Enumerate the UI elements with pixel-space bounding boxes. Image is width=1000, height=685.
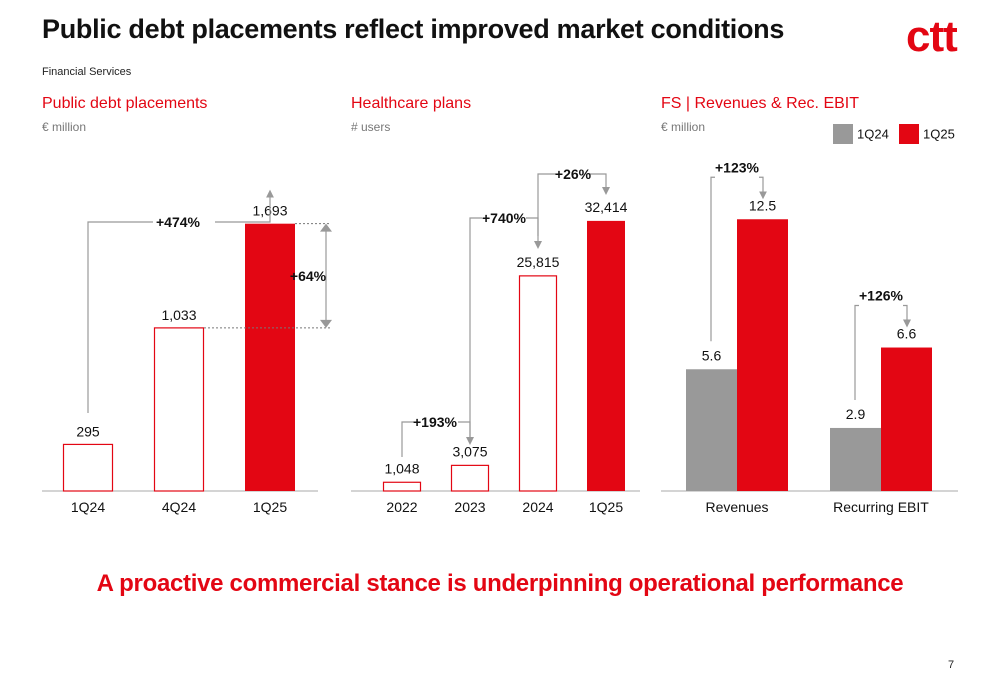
legend-label-1q24: 1Q24: [857, 126, 889, 142]
connector-740-right: [526, 217, 542, 249]
annotation-193: +193%: [413, 414, 458, 430]
bar-4q24: [153, 327, 205, 492]
value-label-recurring-ebit-1q25: 6.6: [897, 326, 917, 342]
connector-474-left: [87, 221, 153, 413]
tagline: A proactive commercial stance is underpi…: [96, 570, 904, 597]
bar-recurring-ebit-1q25: [881, 347, 932, 491]
page-number: 7: [948, 659, 955, 671]
page-title: Public debt placements reflect improved …: [42, 14, 785, 44]
tick-label-4q24: 4Q24: [162, 499, 196, 515]
connector-740-left: [469, 217, 482, 438]
chart3-title: FS | Revenues & Rec. EBIT: [661, 95, 860, 112]
legend-item-1q24: 1Q24: [833, 124, 889, 144]
chart2-unit: # users: [351, 120, 391, 134]
connector-193-left: [401, 421, 414, 457]
delta-arrow-down: [320, 319, 332, 328]
bar-1q25: [587, 220, 625, 491]
tick-label-2024: 2024: [522, 499, 553, 515]
value-label-revenues-1q25: 12.5: [749, 197, 776, 213]
tick-label-revenues: Revenues: [705, 499, 768, 515]
ctt-logo: ctt: [906, 12, 958, 61]
value-label-recurring-ebit-1q24: 2.9: [846, 406, 866, 422]
value-label-1q25: 32,414: [585, 199, 628, 215]
annotation-recurring-ebit: +126%: [859, 288, 904, 304]
legend-label-1q25: 1Q25: [923, 126, 955, 142]
delta-arrow-up: [320, 223, 332, 232]
legend-item-1q25: 1Q25: [899, 124, 955, 144]
bar-2022: [382, 481, 422, 492]
connector-474-right: [215, 189, 274, 223]
value-label-2023: 3,075: [452, 443, 487, 459]
chart2-title: Healthcare plans: [351, 95, 472, 112]
tick-label-recurring-ebit: Recurring EBIT: [833, 499, 929, 515]
connector-recurring-ebit-right: [903, 304, 911, 328]
tick-label-1q25: 1Q25: [589, 499, 623, 515]
annotation-64: +64%: [290, 268, 327, 284]
connector-193-right: [458, 421, 474, 445]
bar-recurring-ebit-1q24: [830, 427, 881, 491]
annotation-474: +474%: [156, 214, 201, 230]
tick-label-2023: 2023: [454, 499, 485, 515]
value-label-4q24: 1,033: [161, 307, 196, 323]
value-label-revenues-1q24: 5.6: [702, 347, 722, 363]
bar-1q25: [245, 223, 295, 491]
legend-swatch-1q25: [899, 124, 919, 144]
connector-26-right: [588, 173, 610, 195]
value-label-1q24: 295: [76, 423, 100, 439]
value-label-2022: 1,048: [384, 460, 419, 476]
connector-26-left: [537, 173, 556, 236]
bar-2024: [518, 275, 558, 492]
annotation-740: +740%: [482, 210, 527, 226]
tick-label-2022: 2022: [386, 499, 417, 515]
bar-revenues-1q24: [686, 369, 737, 491]
chart3-unit: € million: [661, 120, 706, 134]
connector-revenues-right: [759, 176, 767, 200]
connector-revenues-left: [710, 176, 715, 342]
bar-2023: [450, 464, 490, 492]
connector-recurring-ebit-left: [854, 304, 859, 400]
tick-label-1q24: 1Q24: [71, 499, 105, 515]
chart1-unit: € million: [42, 120, 87, 134]
chart1-title: Public debt placements: [42, 95, 208, 112]
annotation-26: +26%: [555, 166, 592, 182]
bar-1q24: [62, 443, 114, 492]
healthcare-chart: 1,048 2022 3,075 2023 25,815 2024 32,414 1Q25 +1…: [351, 166, 640, 515]
legend-swatch-1q24: [833, 124, 853, 144]
section-subtitle: Financial Services: [42, 66, 132, 78]
tick-label-1q25: 1Q25: [253, 499, 287, 515]
fs-revenue-ebit-chart: 5.6 12.5 Revenues +123% 2.9 6.6 Recurring EBIT…: [661, 159, 958, 515]
bar-revenues-1q25: [737, 219, 788, 491]
value-label-2024: 25,815: [517, 254, 560, 270]
annotation-revenues: +123%: [715, 159, 760, 175]
